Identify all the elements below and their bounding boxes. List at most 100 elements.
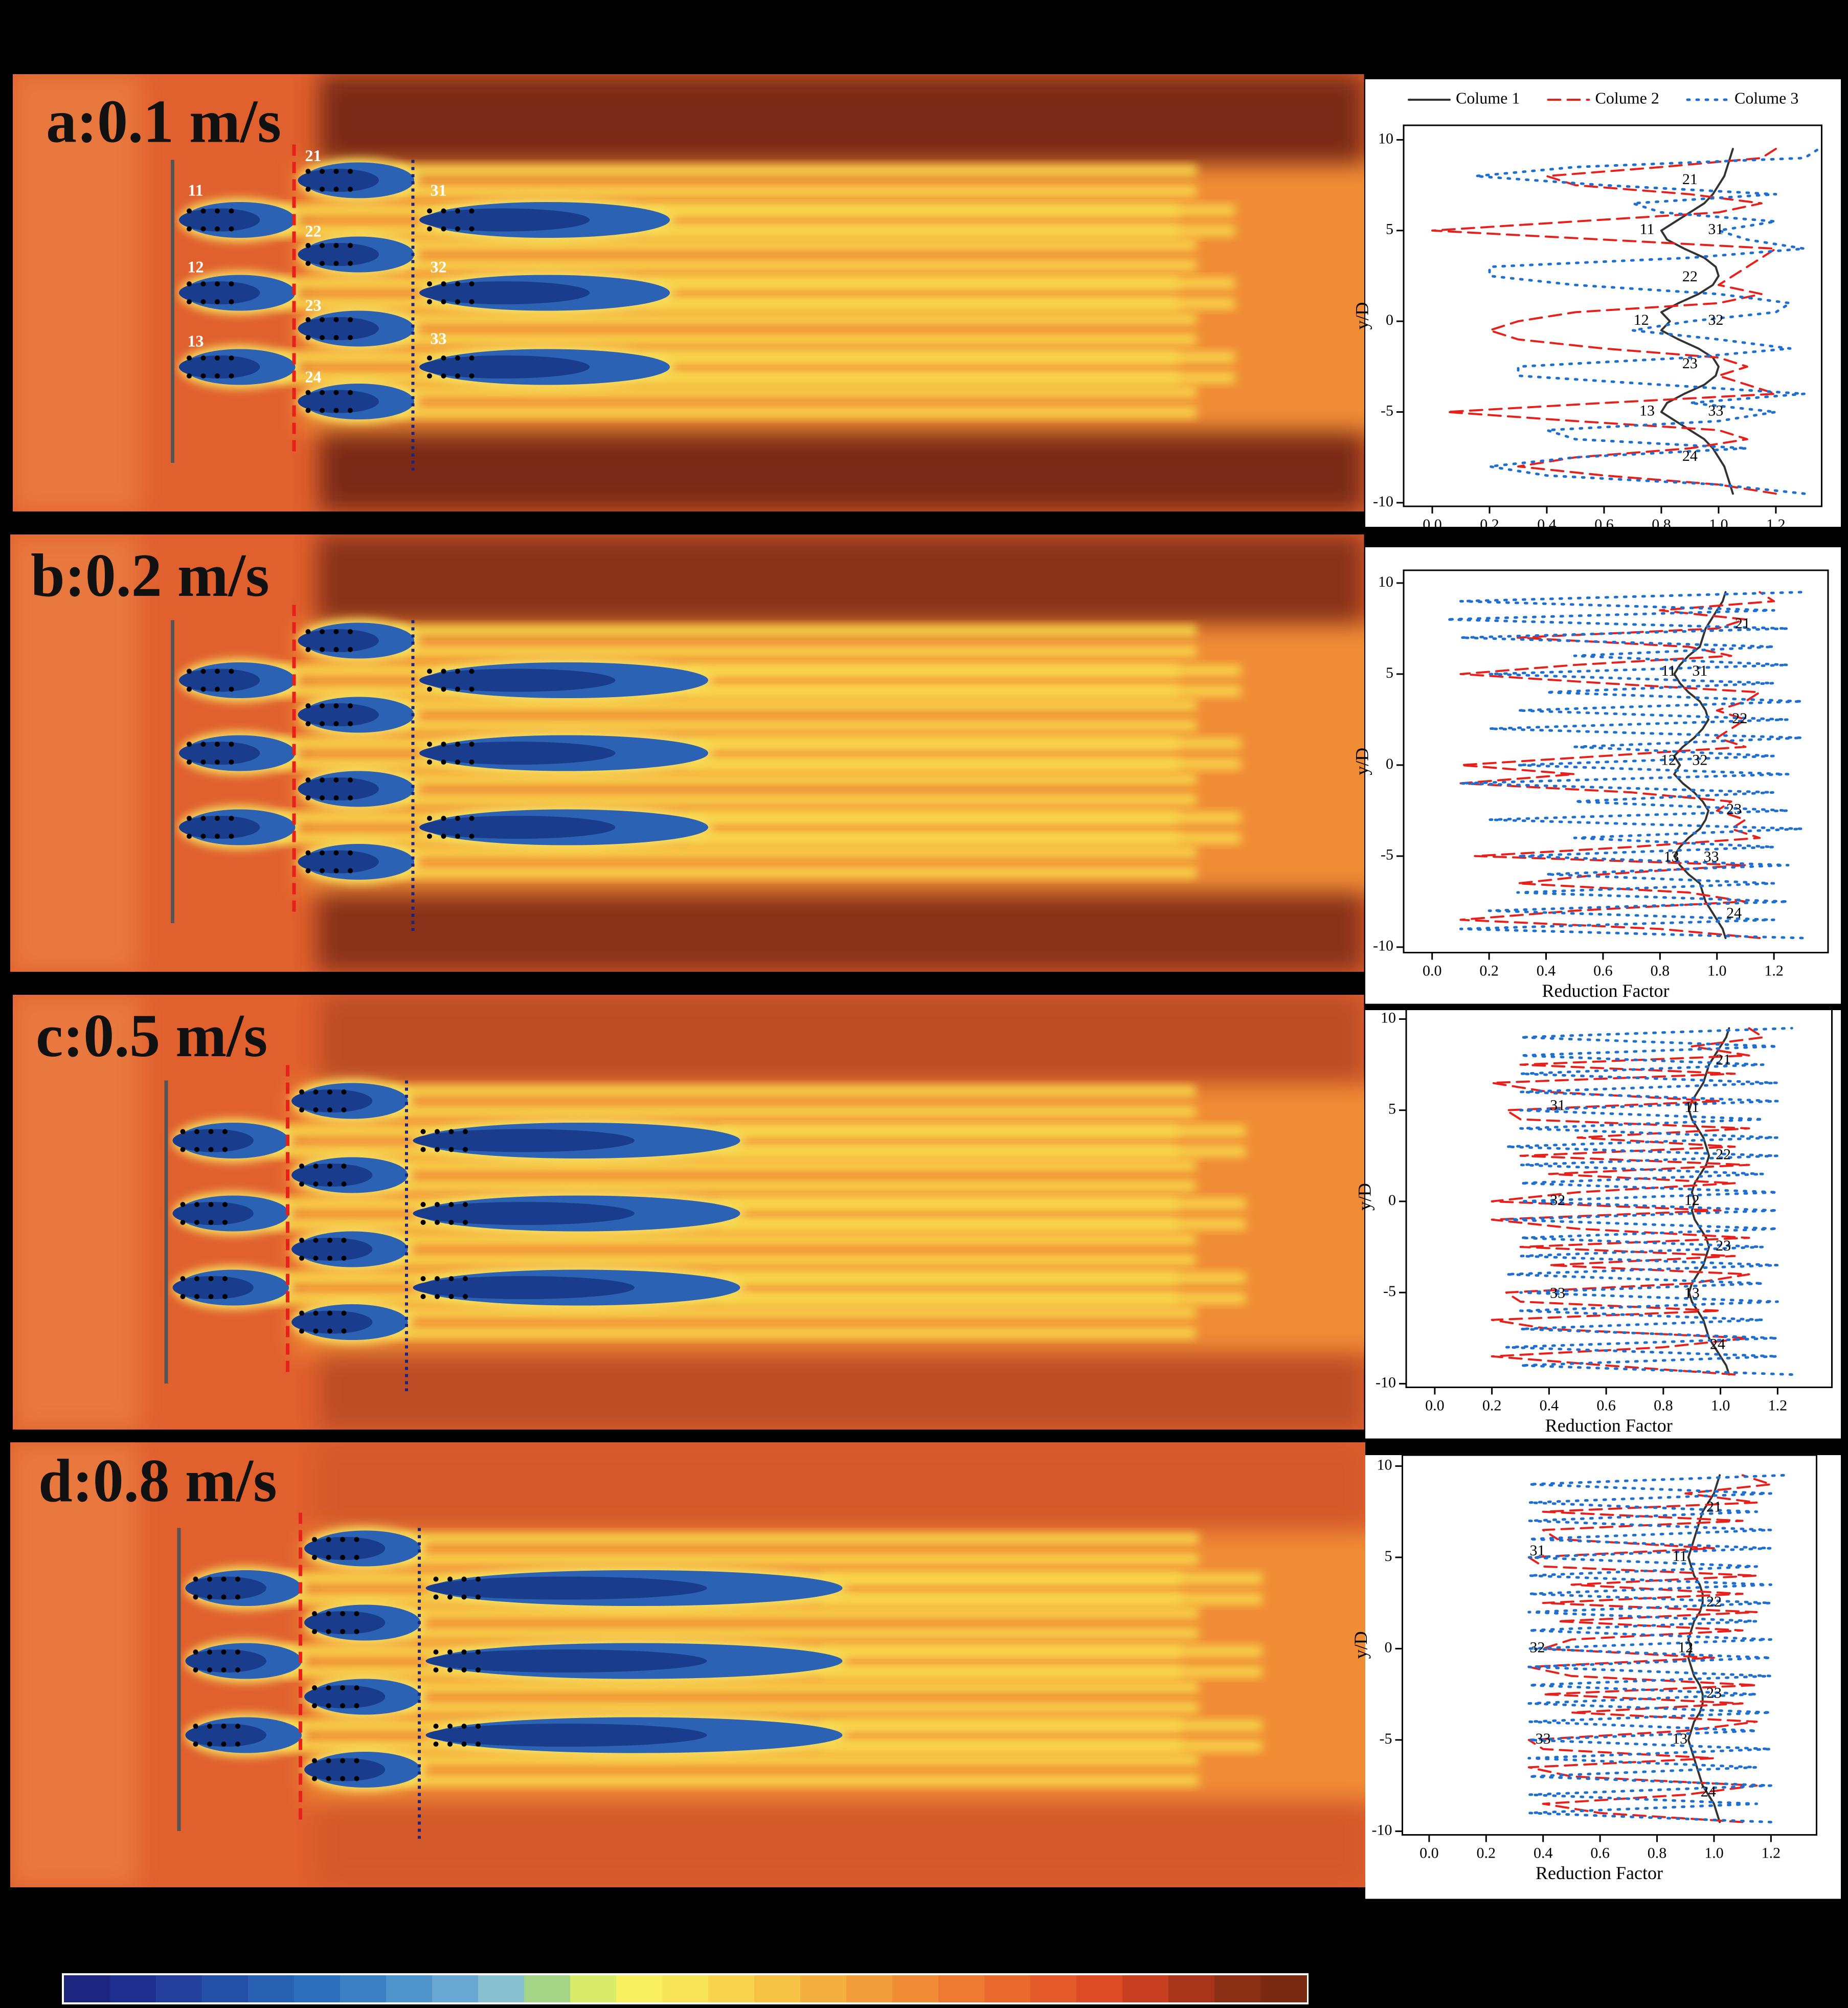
turbine-wake [179,281,260,304]
turbine [313,1181,319,1187]
annotation: 31 [1530,1542,1545,1559]
turbine [200,226,206,232]
wake-streak [394,773,1197,785]
turbine [341,1310,347,1316]
turbine [461,1742,467,1747]
turbine [326,1537,331,1542]
turbine [340,1537,345,1542]
turbine-wake [298,390,379,413]
turbine [333,261,339,266]
turbine [305,647,311,652]
annotation: 22 [1716,1146,1731,1163]
contour-panel [13,995,1364,1430]
turbine [229,760,234,765]
wake-streak [649,277,1235,289]
turbine-wake [179,816,260,839]
annotation: 11 [1684,1099,1699,1115]
turbine [340,1611,345,1616]
series-line [1445,591,1804,940]
wake-streak [649,205,1235,216]
turbine [320,703,325,708]
wake-streak [719,1272,1246,1284]
wake-streak [387,1180,1196,1192]
turbine-wake [179,742,260,765]
turbine [469,686,475,692]
annotation: 12 [1634,311,1649,328]
turbine [348,317,353,322]
wake-streak [822,1740,1263,1752]
turbine [180,1147,186,1152]
y-tick-label: -10 [1373,938,1393,954]
turbine [341,1256,347,1261]
turbine [200,686,206,692]
wake-streak [688,832,1241,844]
turbine [299,1238,304,1243]
x-tick-label: 0.8 [1652,516,1671,533]
turbine [215,742,220,747]
turbine [333,795,339,800]
turbine [299,1181,304,1187]
turbine [229,742,234,747]
turbine-wake [419,668,616,692]
turbine-wake [298,243,379,266]
turbine [305,390,311,395]
turbine [340,1555,345,1560]
series-line [1431,148,1777,495]
turbine [433,1742,439,1747]
panel-label: d:0.8 m/s [38,1446,277,1514]
turbine [469,208,475,214]
turbine [221,1649,227,1655]
turbine [215,834,220,839]
turbine [441,686,446,692]
turbine [208,1202,214,1207]
turbine [200,668,206,674]
y-axis-label: y/D [1351,302,1372,330]
turbine [327,1181,332,1187]
turbine [341,1181,347,1187]
turbine [180,1294,186,1299]
wake-streak [400,1775,1199,1786]
turbine [229,373,234,378]
x-tick-label: 1.2 [1766,516,1786,533]
colorbar-segment [156,1975,202,2002]
annotation: 33 [1550,1285,1565,1302]
wake-streak [387,1159,1196,1171]
turbine [455,373,460,378]
colorbar-segment [708,1975,755,2002]
x-tick-label: 1.0 [1711,1397,1730,1414]
turbine [348,703,353,708]
turbine [461,1576,467,1582]
turbine [200,355,206,361]
turbine [326,1776,331,1781]
turbine [333,629,339,634]
turbine [180,1202,186,1207]
turbine [313,1256,319,1261]
turbine [193,1742,198,1747]
turbine [354,1776,359,1781]
wake-streak [387,1106,1196,1118]
colorbar-segment [64,1975,110,2002]
turbine [447,1742,453,1747]
turbine-wake [298,777,379,800]
annotation: 24 [1710,1335,1725,1352]
turbine [427,760,432,765]
y-tick-label: 5 [1385,1548,1392,1565]
turbine [476,1649,481,1655]
x-tick-label: 0.6 [1596,1397,1616,1414]
turbine [333,335,339,340]
turbine [305,317,311,322]
turbine [333,169,339,174]
y-tick-label: 0 [1386,755,1393,772]
x-tick-label: 1.2 [1764,962,1784,979]
turbine [435,1276,440,1281]
turbine [326,1629,331,1634]
turbine-wake [298,629,379,652]
turbine [469,668,475,674]
turbine [313,1310,319,1316]
turbine [207,1742,212,1747]
turbine [187,686,192,692]
turbine [354,1629,359,1634]
turbine [326,1555,331,1560]
turbine [320,261,325,266]
turbine-wake [425,1649,707,1672]
